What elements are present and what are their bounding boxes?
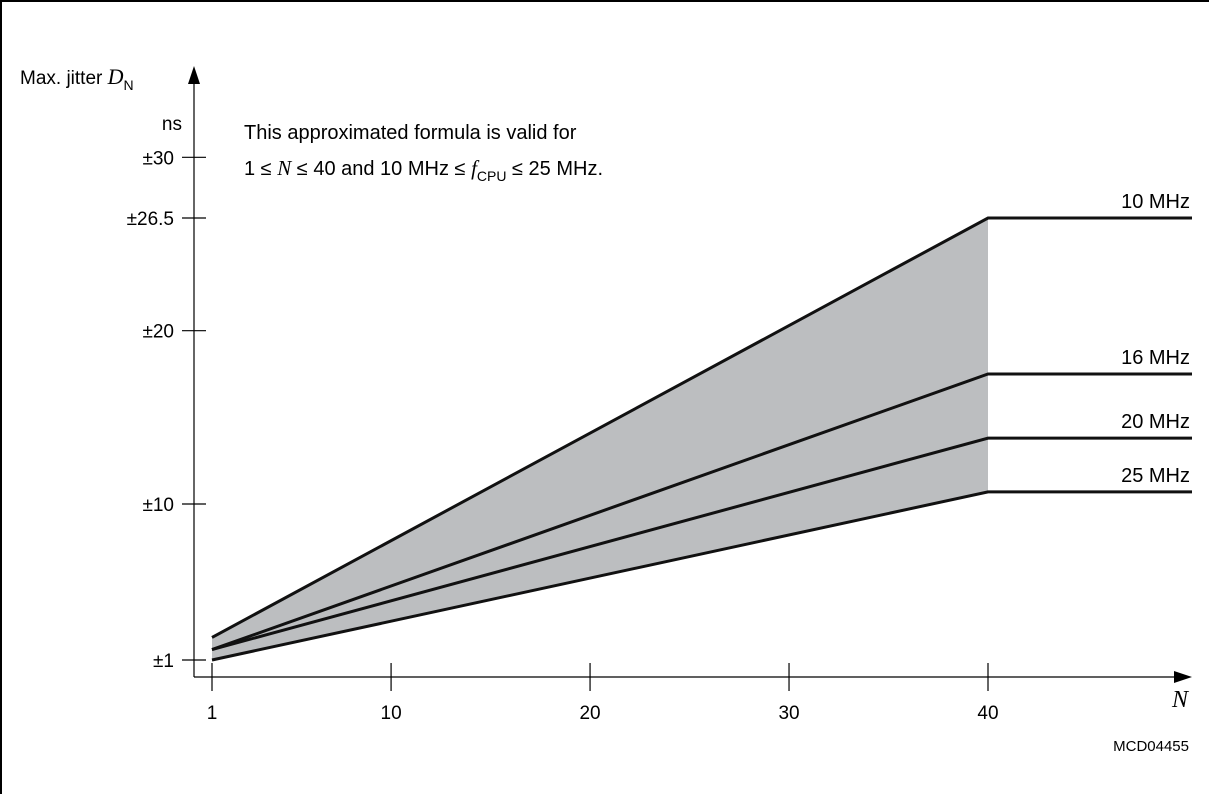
annotation-line-2: 1 ≤ N ≤ 40 and 10 MHz ≤ fCPU ≤ 25 MHz. — [244, 156, 603, 184]
y-tick-label: ±30 — [142, 148, 174, 169]
figure-id: MCD04455 — [1113, 738, 1189, 755]
x-tick-label: 20 — [579, 703, 600, 724]
x-axis-arrow — [1174, 671, 1192, 683]
series-line-20-mhz — [211, 436, 1192, 652]
x-tick-label: 1 — [207, 703, 218, 724]
y-axis-title: Max. jitter DN — [20, 64, 134, 93]
y-axis-unit: ns — [162, 114, 182, 135]
series-label-10-mhz: 10 MHz — [1121, 191, 1190, 213]
series-line-16-mhz — [211, 372, 1192, 652]
y-axis-arrow — [188, 66, 200, 84]
series-label-20-mhz: 20 MHz — [1121, 411, 1190, 433]
y-tick-label: ±26.5 — [127, 209, 174, 230]
series-line-25-mhz — [211, 490, 1192, 662]
x-axis-title: N — [1171, 687, 1190, 713]
x-tick-label: 10 — [381, 703, 402, 724]
jitter-range-band — [212, 218, 988, 660]
series-label-25-mhz: 25 MHz — [1121, 465, 1190, 487]
x-tick-label: 30 — [778, 703, 799, 724]
y-tick-label: ±20 — [142, 322, 174, 343]
x-tick-label: 40 — [977, 703, 998, 724]
y-tick-label: ±10 — [142, 495, 174, 516]
series-line-10-mhz — [211, 216, 1192, 639]
annotation-line-1: This approximated formula is valid for — [244, 122, 577, 144]
series-label-16-mhz: 16 MHz — [1121, 347, 1190, 369]
y-tick-label: ±1 — [153, 651, 174, 672]
